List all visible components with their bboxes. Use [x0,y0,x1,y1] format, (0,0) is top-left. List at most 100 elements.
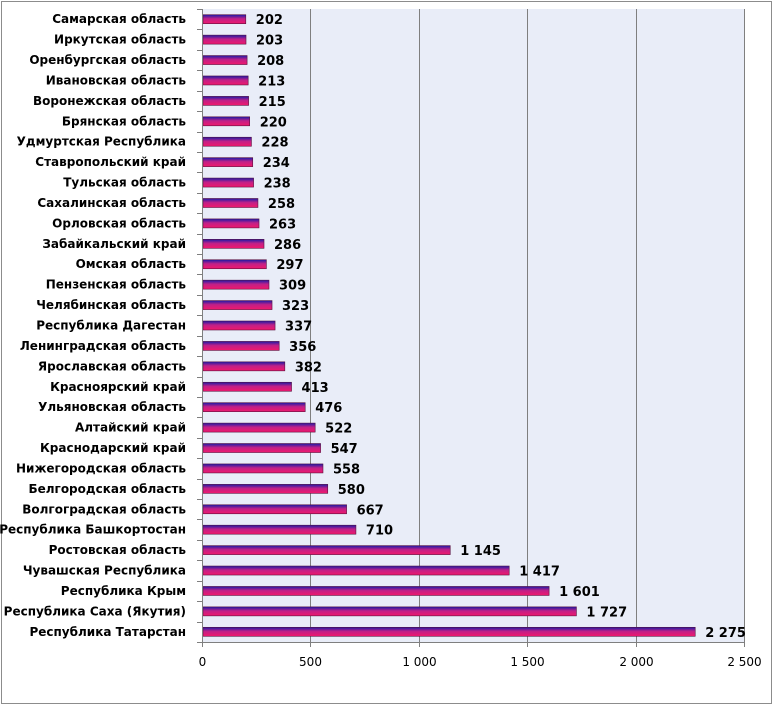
value-label: 213 [258,74,285,89]
category-label: Ленинградская область [20,339,187,353]
value-label: 234 [263,156,290,171]
bar [202,341,280,351]
x-tick-label: 2 000 [619,655,653,669]
value-label: 215 [259,95,286,110]
category-label: Ростовская область [49,543,187,557]
value-label: 382 [295,360,322,375]
x-tick-label: 1 500 [510,655,544,669]
value-label: 2 275 [705,626,746,641]
bar [202,300,273,310]
bar [202,504,347,515]
value-label: 309 [279,279,306,294]
value-label: 208 [257,54,284,69]
bar [202,177,254,188]
category-label: Воронежская область [33,94,186,108]
bar [202,75,249,86]
category-label: Чувашская Республика [23,564,186,578]
bar [202,157,254,167]
bar [202,422,316,433]
bar [202,463,324,474]
bar [202,443,321,453]
bar [202,484,329,494]
value-label: 667 [357,503,384,518]
bar [202,55,248,65]
bar [202,116,250,127]
value-label: 356 [289,340,316,355]
value-label: 228 [261,136,288,151]
value-label: 580 [338,483,365,498]
bar [202,320,276,331]
value-label: 1 727 [586,605,627,620]
category-label: Алтайский край [75,421,186,435]
bar [202,545,451,555]
value-label: 1 601 [559,585,600,600]
value-label: 547 [331,442,358,457]
value-label: 476 [315,401,342,416]
category-label: Челябинская область [36,298,186,312]
category-label: Самарская область [52,12,186,26]
category-label: Республика Башкортостан [0,523,186,537]
category-label: Нижегородская область [16,461,186,475]
bar [202,239,265,249]
bar [202,361,286,372]
axes [197,9,745,647]
value-label: 413 [302,381,329,396]
category-label: Республика Дагестан [36,319,186,333]
plot-area [202,9,744,642]
value-label: 220 [260,115,287,130]
value-label: 258 [268,197,295,212]
value-label: 203 [256,34,283,49]
category-label: Красноярский край [50,380,186,394]
bar [202,402,306,412]
value-label: 202 [256,13,283,28]
category-label: Ярославская область [38,359,186,373]
value-label: 1 417 [519,565,560,580]
category-label: Тульская область [63,176,186,190]
x-tick-labels: 0 500 1 000 1 500 2 000 2 500 [199,655,762,669]
value-label: 710 [366,524,393,539]
category-label: Оренбургская область [29,53,186,67]
category-label: Республика Крым [61,584,186,598]
bar [202,586,550,596]
category-label: Ставропольский край [35,155,186,169]
category-label: Белгородская область [28,482,186,496]
bar [202,565,510,576]
x-tick-label: 500 [299,655,322,669]
x-tick-label: 2 500 [727,655,761,669]
category-label: Ульяновская область [38,400,186,414]
value-label: 263 [269,217,296,232]
category-label: Ивановская область [46,73,187,87]
category-label: Иркутская область [54,33,186,47]
value-label: 558 [333,462,360,477]
bar [202,96,249,106]
value-label: 337 [285,320,312,335]
bar [202,259,267,270]
category-label: Республика Саха (Якутия) [4,604,186,618]
category-label: Забайкальский край [42,237,186,251]
category-labels: Самарская область Иркутская область Оренбу… [0,12,186,639]
bar [202,626,696,637]
x-tick-label: 0 [199,655,207,669]
category-label: Краснодарский край [40,441,186,455]
category-label: Брянская область [62,114,187,128]
bar [202,279,270,290]
bar [202,218,260,229]
value-label: 323 [282,299,309,314]
bar [202,606,577,617]
category-label: Республика Татарстан [29,625,186,639]
category-label: Пензенская область [46,278,187,292]
value-label: 286 [274,238,301,253]
bar [202,34,247,45]
bar [202,136,252,147]
value-label: 238 [264,177,291,192]
category-label: Удмуртская Республика [17,135,186,149]
value-labels: 202 203 208 213 215 220 228 234 238 258 263 286 297 3… [256,13,746,641]
category-label: Волгоградская область [22,502,186,516]
bar [202,198,259,208]
value-label: 1 145 [460,544,501,559]
x-tick-label: 1 000 [402,655,436,669]
category-label: Орловская область [52,216,186,230]
bar [202,524,357,535]
gridlines [310,9,745,642]
